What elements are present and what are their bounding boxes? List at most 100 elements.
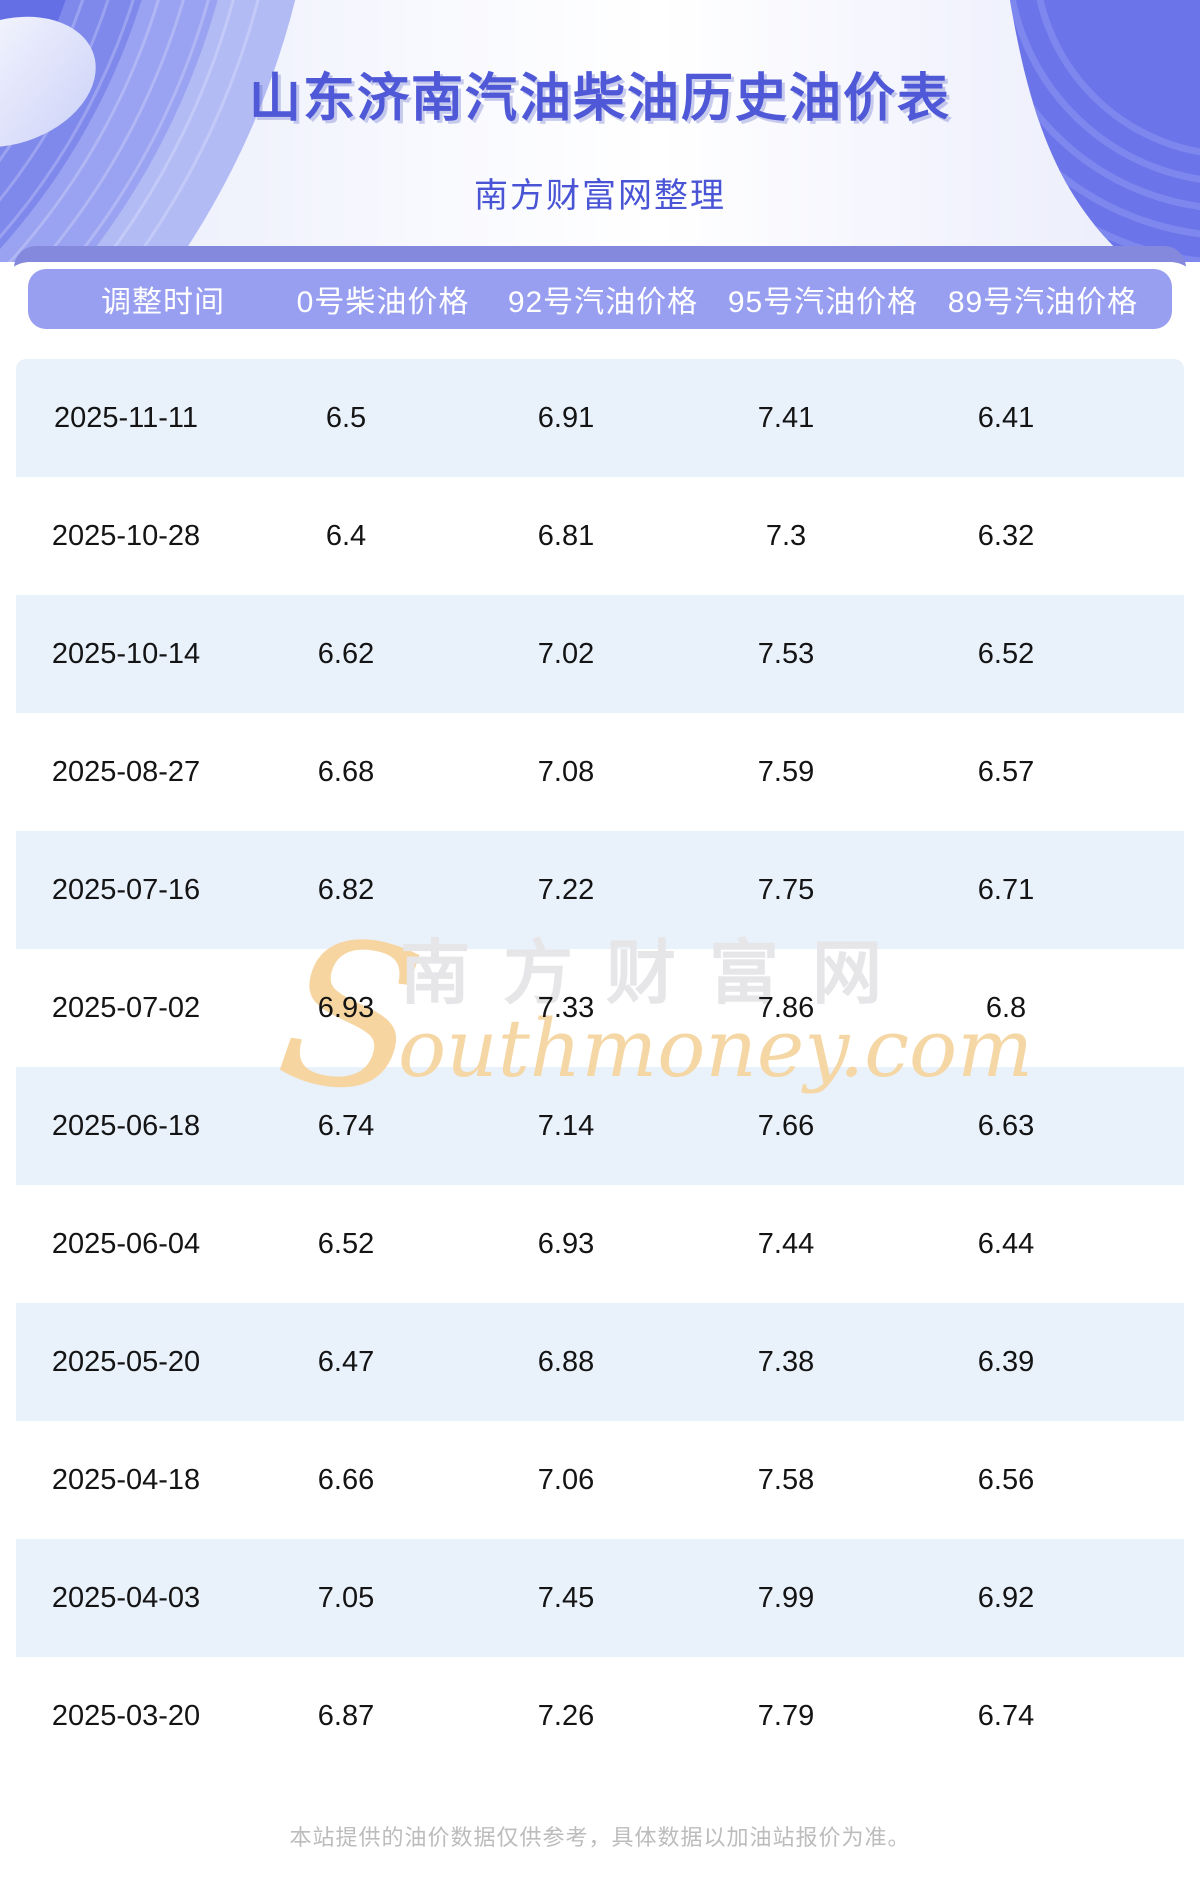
left-arc-bands	[0, 0, 295, 262]
price-cell: 7.53	[757, 637, 815, 670]
row-stripe	[16, 595, 1184, 713]
price-cell: 6.68	[317, 755, 375, 788]
page-title: 山东济南汽油柴油历史油价表	[248, 70, 951, 128]
price-cell: 6.44	[977, 1227, 1035, 1260]
table-row: 2025-05-20 6.47 6.88 7.38 6.39	[16, 1303, 1184, 1421]
light-circle	[0, 16, 96, 148]
price-cell: 7.05	[317, 1581, 375, 1614]
price-cell: 6.62	[317, 637, 375, 670]
table-rows: 2025-11-11 6.5 6.91 7.41 6.41 2025-10-28 6.4 6.…	[16, 359, 1184, 1775]
column-header: 95号汽油价格	[727, 286, 919, 319]
column-header: 92号汽油价格	[507, 286, 699, 319]
table-row: 2025-11-11 6.5 6.91 7.41 6.41	[16, 359, 1184, 477]
price-cell: 6.32	[977, 519, 1035, 552]
banner-decoration	[0, 0, 1200, 262]
price-cell: 7.59	[757, 755, 815, 788]
price-cell: 6.74	[317, 1109, 375, 1142]
price-cell: 6.93	[317, 991, 375, 1024]
price-cell: 7.22	[537, 873, 595, 906]
price-cell: 6.57	[977, 755, 1035, 788]
price-cell: 6.52	[317, 1227, 375, 1260]
price-cell: 7.41	[757, 401, 815, 434]
price-cell: 6.74	[977, 1699, 1035, 1732]
price-cell: 6.63	[977, 1109, 1035, 1142]
price-cell: 7.26	[537, 1699, 595, 1732]
price-cell: 6.92	[977, 1581, 1035, 1614]
row-stripe	[16, 1303, 1184, 1421]
date-cell: 2025-11-11	[53, 401, 199, 434]
column-header: 89号汽油价格	[947, 286, 1139, 319]
date-cell: 2025-03-20	[51, 1699, 201, 1732]
right-ring-corner	[1010, 0, 1200, 262]
table-row: 2025-06-18 6.74 7.14 7.66 6.63	[16, 1067, 1184, 1185]
price-cell: 7.3	[765, 519, 807, 552]
date-cell: 2025-06-18	[51, 1109, 201, 1142]
price-cell: 7.08	[537, 755, 595, 788]
row-stripe	[16, 359, 1184, 477]
table-row: 2025-10-14 6.62 7.02 7.53 6.52	[16, 595, 1184, 713]
table-row: 2025-04-18 6.66 7.06 7.58 6.56	[16, 1421, 1184, 1539]
table-row: 2025-03-20 6.87 7.26 7.79 6.74	[16, 1657, 1184, 1775]
price-cell: 6.47	[317, 1345, 375, 1378]
price-cell: 7.14	[537, 1109, 595, 1142]
price-cell: 7.02	[537, 637, 595, 670]
price-cell: 7.33	[537, 991, 595, 1024]
date-cell: 2025-04-03	[51, 1581, 201, 1614]
price-cell: 6.71	[977, 873, 1035, 906]
date-cell: 2025-10-28	[51, 519, 201, 552]
price-cell: 7.45	[537, 1581, 595, 1614]
table-header-row: 调整时间 0号柴油价格 92号汽油价格 95号汽油价格 89号汽油价格	[28, 269, 1172, 329]
table-row: 2025-04-03 7.05 7.45 7.99 6.92	[16, 1539, 1184, 1657]
price-cell: 6.8	[985, 991, 1027, 1024]
price-cell: 6.4	[325, 519, 367, 552]
date-cell: 2025-08-27	[51, 755, 201, 788]
date-cell: 2025-07-16	[51, 873, 201, 906]
price-cell: 7.06	[537, 1463, 595, 1496]
price-cell: 6.81	[537, 519, 595, 552]
price-cell: 6.5	[325, 401, 367, 434]
price-cell: 7.58	[757, 1463, 815, 1496]
column-header: 0号柴油价格	[296, 286, 470, 319]
row-stripe	[16, 477, 1184, 595]
price-cell: 7.44	[757, 1227, 815, 1260]
row-stripe	[16, 1421, 1184, 1539]
date-cell: 2025-06-04	[51, 1227, 201, 1260]
table-row: 2025-08-27 6.68 7.08 7.59 6.57	[16, 713, 1184, 831]
date-cell: 2025-10-14	[51, 637, 201, 670]
row-stripe	[16, 1067, 1184, 1185]
price-cell: 7.86	[757, 991, 815, 1024]
row-stripe	[16, 713, 1184, 831]
price-cell: 6.93	[537, 1227, 595, 1260]
price-cell: 7.66	[757, 1109, 815, 1142]
row-stripe	[16, 949, 1184, 1067]
table-row-stripes	[16, 359, 1184, 1775]
price-cell: 7.99	[757, 1581, 815, 1614]
page-subtitle: 南方财富网整理	[474, 177, 726, 215]
price-cell: 6.87	[317, 1699, 375, 1732]
column-header: 调整时间	[101, 286, 225, 319]
table-row: 2025-06-04 6.52 6.93 7.44 6.44	[16, 1185, 1184, 1303]
price-cell: 6.91	[537, 401, 595, 434]
price-cell: 6.88	[537, 1345, 595, 1378]
price-cell: 6.82	[317, 873, 375, 906]
row-stripe	[16, 1539, 1184, 1657]
date-cell: 2025-05-20	[51, 1345, 201, 1378]
table-row: 2025-10-28 6.4 6.81 7.3 6.32	[16, 477, 1184, 595]
row-stripe	[16, 1185, 1184, 1303]
date-cell: 2025-07-02	[51, 991, 201, 1024]
date-cell: 2025-04-18	[51, 1463, 201, 1496]
price-cell: 7.75	[757, 873, 815, 906]
price-cell: 7.38	[757, 1345, 815, 1378]
price-cell: 6.52	[977, 637, 1035, 670]
footer-disclaimer: 本站提供的油价数据仅供参考，具体数据以加油站报价为准。	[289, 1825, 911, 1850]
row-stripe	[16, 831, 1184, 949]
price-cell: 6.66	[317, 1463, 375, 1496]
price-cell: 6.41	[977, 401, 1035, 434]
table-row: 2025-07-16 6.82 7.22 7.75 6.71	[16, 831, 1184, 949]
price-cell: 7.79	[757, 1699, 815, 1732]
table-row: 2025-07-02 6.93 7.33 7.86 6.8	[16, 949, 1184, 1067]
price-cell: 6.39	[977, 1345, 1035, 1378]
price-cell: 6.56	[977, 1463, 1035, 1496]
row-stripe	[16, 1657, 1184, 1775]
